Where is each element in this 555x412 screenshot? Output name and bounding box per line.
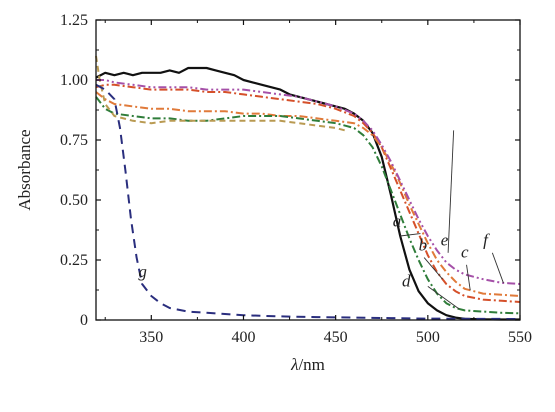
axis-ticks bbox=[96, 19, 521, 321]
curve-label-a: a bbox=[393, 211, 402, 230]
series-line-d bbox=[95, 96, 521, 315]
y-tick-label: 0.25 bbox=[60, 252, 88, 269]
curve-label-f: f bbox=[483, 231, 490, 250]
leader-line-a bbox=[400, 233, 421, 237]
x-tick-labels: 350 400 450 500 550 bbox=[139, 329, 532, 346]
series-line-e bbox=[95, 55, 346, 132]
curve-label-b: b bbox=[419, 235, 428, 254]
leader-line-c bbox=[466, 264, 471, 291]
curve-label-g: g bbox=[138, 262, 147, 281]
y-tick-label: 0.75 bbox=[60, 132, 88, 149]
curve-label-d: d bbox=[402, 271, 411, 290]
x-axis-symbol: λ bbox=[290, 355, 298, 374]
leader-line-f bbox=[491, 252, 504, 284]
x-tick-label: 500 bbox=[416, 329, 440, 346]
x-axis-unit: /nm bbox=[298, 355, 324, 374]
series-line-a bbox=[95, 66, 520, 321]
leader-line-e bbox=[447, 130, 455, 253]
leader-line-b bbox=[423, 257, 443, 280]
leader-line-d bbox=[427, 286, 460, 310]
y-tick-labels: 0 0.25 0.50 0.75 1.00 1.25 bbox=[60, 12, 88, 329]
y-tick-label: 1.25 bbox=[60, 12, 88, 29]
y-tick-label: 0.50 bbox=[60, 192, 88, 209]
curves-layer bbox=[95, 55, 521, 321]
x-tick-label: 550 bbox=[508, 329, 532, 346]
y-tick-label: 1.00 bbox=[60, 72, 88, 89]
series-line-g bbox=[95, 83, 521, 320]
label-leader-lines bbox=[400, 130, 504, 310]
series-line-b bbox=[95, 83, 521, 303]
x-axis-title: λ/nm bbox=[290, 355, 325, 374]
curve-label-c: c bbox=[461, 243, 469, 262]
x-tick-label: 350 bbox=[139, 329, 163, 346]
series-line-c bbox=[95, 91, 521, 297]
x-tick-label: 450 bbox=[324, 329, 348, 346]
plot-frame bbox=[95, 19, 521, 321]
curve-labels: ab c d e f g bbox=[138, 211, 490, 290]
series-line-f bbox=[96, 79, 521, 285]
y-axis-title: Absorbance bbox=[15, 129, 34, 210]
y-tick-label: 0 bbox=[80, 312, 88, 329]
curve-label-e: e bbox=[441, 231, 449, 250]
x-tick-label: 400 bbox=[231, 329, 255, 346]
